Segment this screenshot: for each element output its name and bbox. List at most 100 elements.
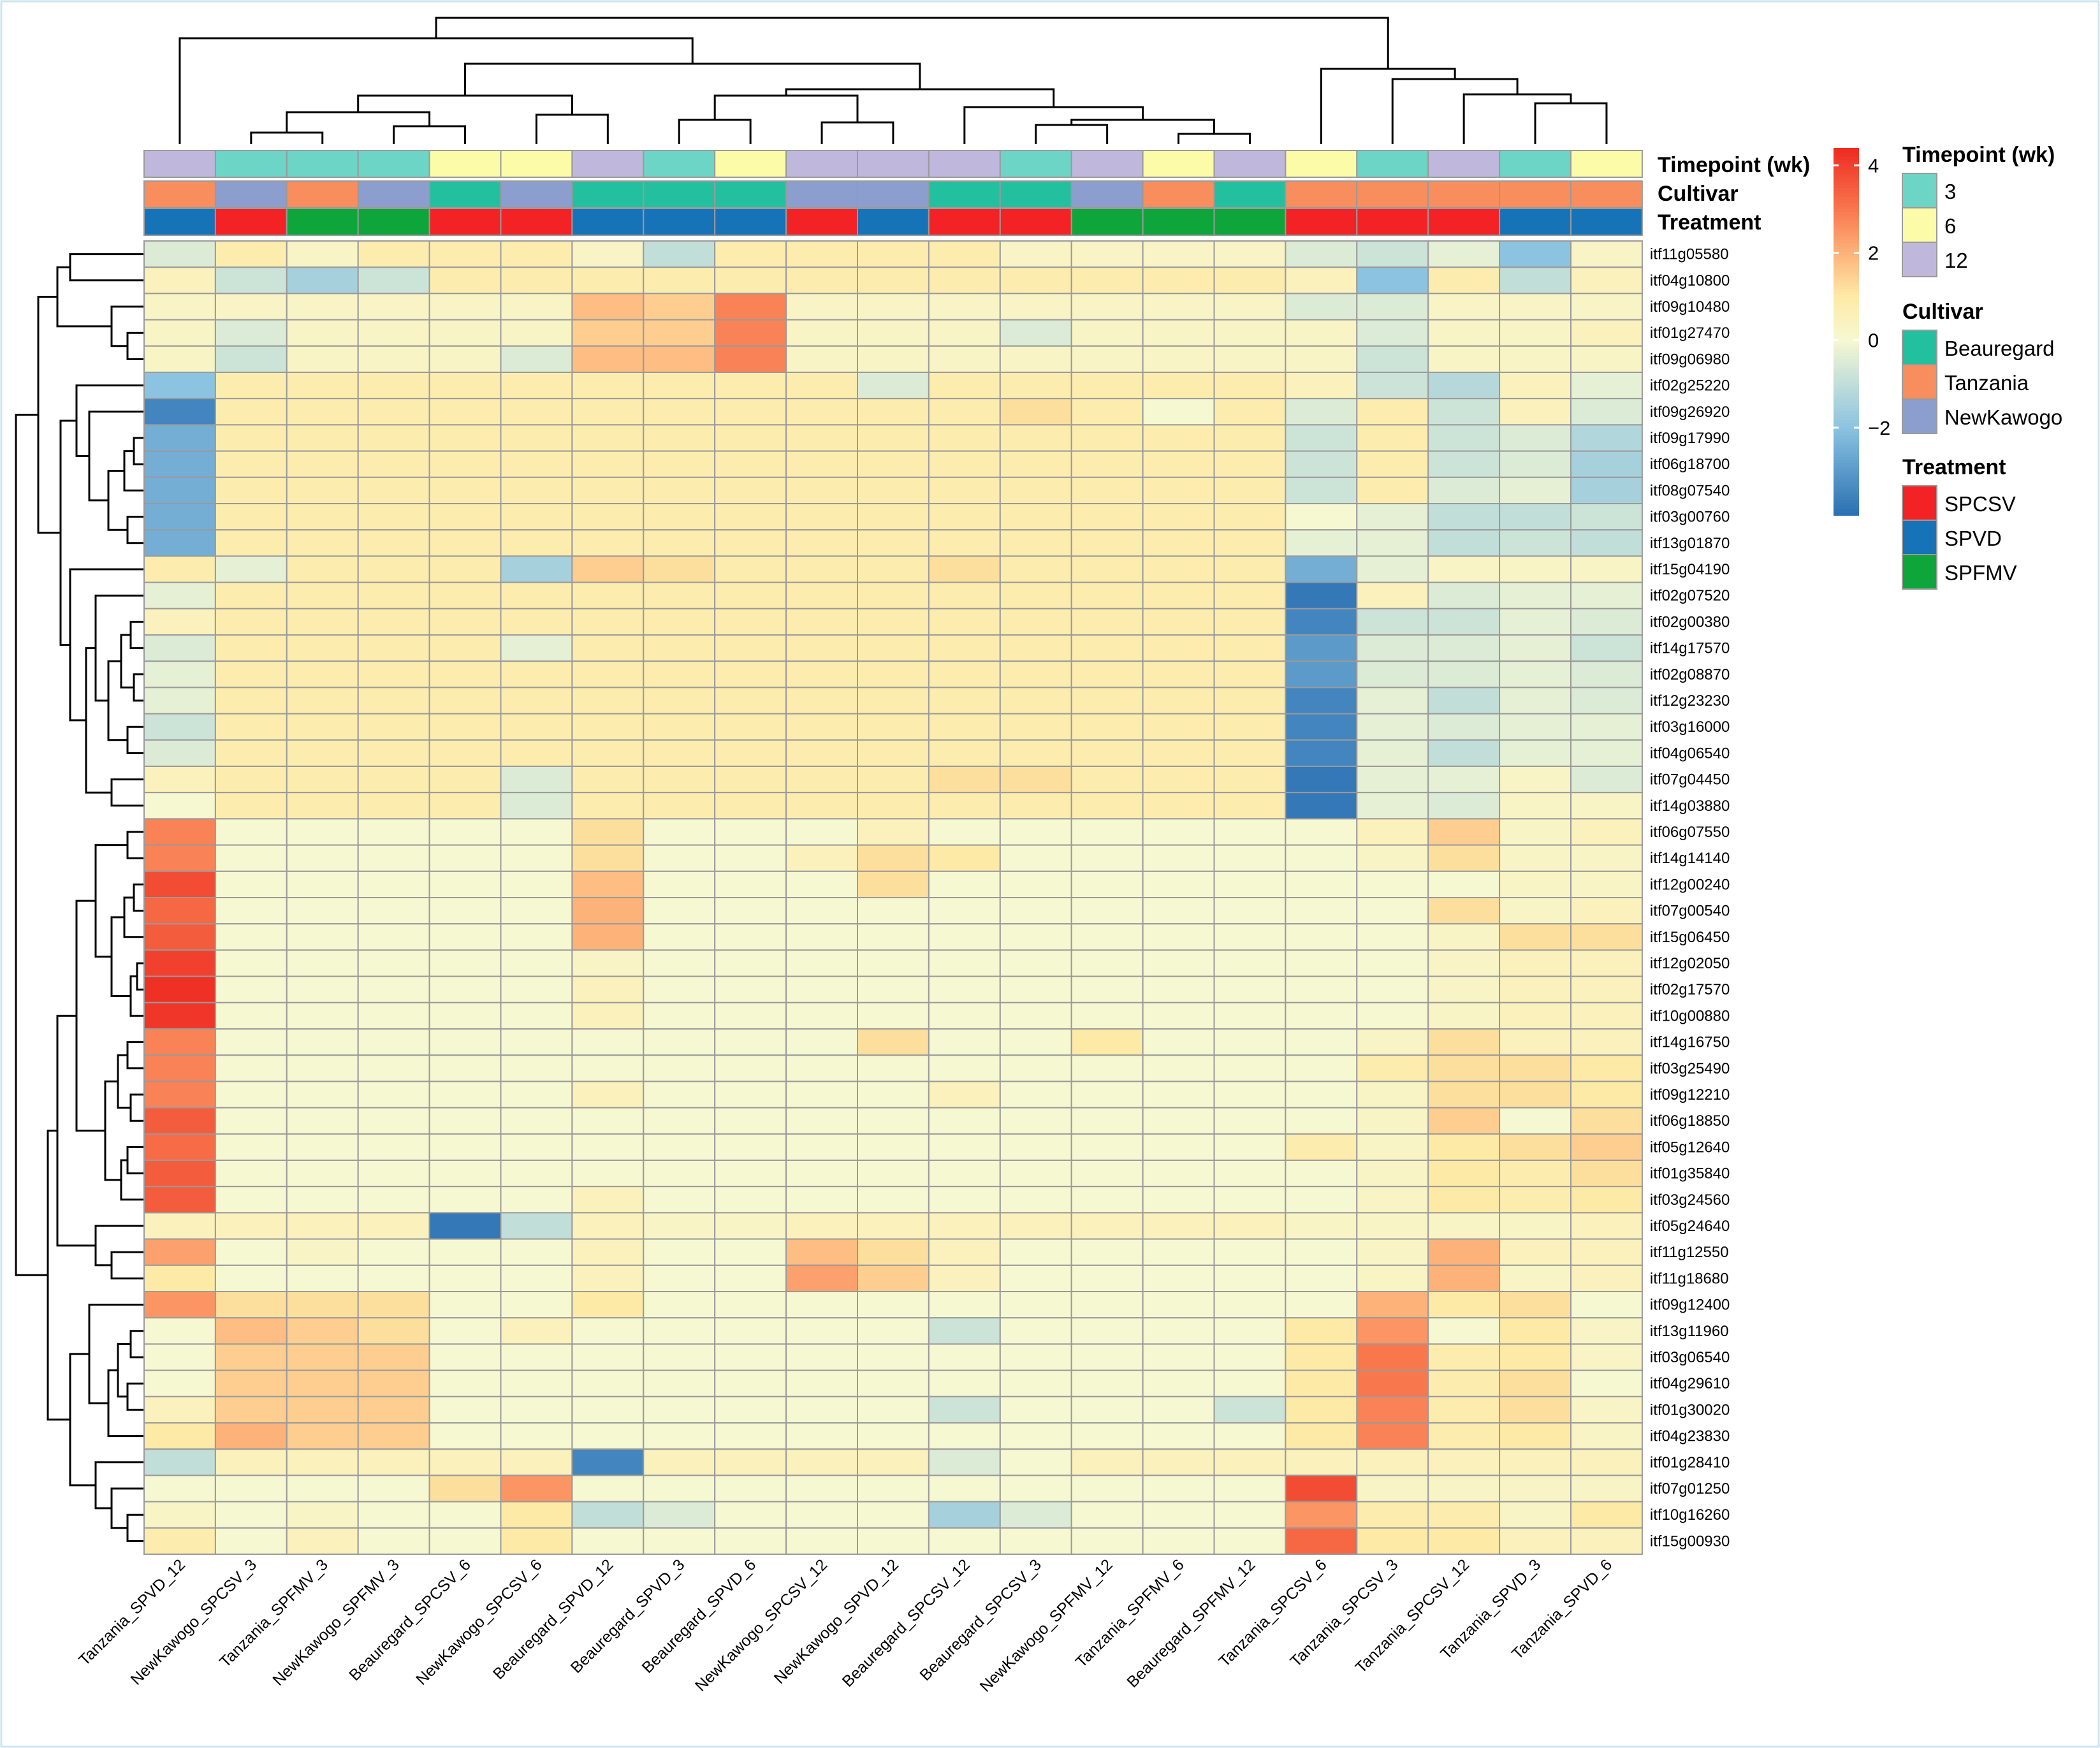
heat-cell-itf06g18700-Beauregard_SPFMV_12 [1213, 450, 1287, 478]
heat-cell-itf02g08870-Tanzania_SPFMV_3 [286, 660, 359, 688]
heat-cell-itf04g10800-Beauregard_SPCSV_3 [999, 266, 1072, 295]
heat-cell-itf14g14140-Tanzania_SPVD_6 [1570, 844, 1643, 872]
heat-cell-itf09g26920-NewKawogo_SPVD_12 [857, 398, 930, 426]
heat-cell-itf04g10800-Tanzania_SPCSV_12 [1427, 266, 1501, 295]
timepoint-cell-Tanzania_SPVD_3 [1499, 150, 1572, 178]
heat-cell-itf10g16260-Beauregard_SPFMV_12 [1213, 1501, 1287, 1529]
heat-cell-itf04g06540-Beauregard_SPVD_6 [714, 739, 787, 768]
heat-cell-itf06g18700-Tanzania_SPFMV_3 [286, 450, 359, 478]
heat-cell-itf08g07540-Tanzania_SPCSV_6 [1285, 476, 1358, 504]
heat-cell-itf12g02050-NewKawogo_SPVD_12 [857, 949, 930, 977]
heat-cell-itf10g16260-Tanzania_SPCSV_3 [1356, 1501, 1429, 1529]
heat-cell-itf09g17990-NewKawogo_SPCSV_6 [500, 424, 573, 452]
heat-cell-itf04g06540-Beauregard_SPCSV_6 [428, 739, 502, 768]
heat-cell-itf01g28410-Tanzania_SPFMV_6 [1142, 1448, 1215, 1476]
heat-cell-itf09g12210-NewKawogo_SPFMV_3 [357, 1081, 430, 1109]
heat-cell-itf03g16000-NewKawogo_SPCSV_6 [500, 713, 573, 741]
heat-cell-itf08g07540-Tanzania_SPFMV_6 [1142, 476, 1215, 504]
heat-cell-itf03g06540-Tanzania_SPVD_12 [143, 1343, 216, 1371]
heat-cell-itf14g14140-Tanzania_SPVD_12 [143, 844, 216, 872]
heat-cell-itf02g07520-Tanzania_SPCSV_6 [1285, 581, 1358, 609]
heat-cell-itf04g06540-Beauregard_SPCSV_12 [928, 739, 1001, 768]
heat-cell-itf14g16750-NewKawogo_SPFMV_12 [1070, 1028, 1144, 1056]
heat-cell-itf02g17570-Beauregard_SPCSV_3 [999, 975, 1072, 1003]
heat-cell-itf15g06450-Beauregard_SPVD_6 [714, 923, 787, 951]
cultivar-cell-Tanzania_SPVD_12 [143, 180, 216, 208]
heat-cell-itf01g27470-Beauregard_SPVD_6 [714, 319, 787, 347]
heat-cell-itf01g27470-Tanzania_SPVD_12 [143, 319, 216, 347]
heat-cell-itf03g16000-NewKawogo_SPCSV_3 [214, 713, 288, 741]
heat-cell-itf10g00880-Beauregard_SPVD_6 [714, 1001, 787, 1030]
heat-cell-itf09g12210-NewKawogo_SPVD_12 [857, 1081, 930, 1109]
colorbar-tick-label: 4 [1868, 154, 1879, 177]
heat-cell-itf04g29610-Beauregard_SPVD_3 [643, 1369, 716, 1397]
heat-cell-itf04g29610-Tanzania_SPCSV_12 [1427, 1369, 1501, 1397]
heat-cell-itf15g04190-NewKawogo_SPFMV_12 [1070, 555, 1144, 583]
colorbar-segment [1834, 448, 1859, 452]
heat-cell-itf12g02050-Tanzania_SPFMV_6 [1142, 949, 1215, 977]
heat-cell-itf12g00240-Beauregard_SPVD_12 [571, 870, 645, 899]
heat-cell-itf11g05580-Tanzania_SPVD_12 [143, 240, 216, 268]
heat-cell-itf02g17570-Tanzania_SPVD_12 [143, 975, 216, 1003]
heat-cell-itf09g17990-NewKawogo_SPCSV_12 [785, 424, 858, 452]
heat-cell-itf03g16000-NewKawogo_SPFMV_3 [357, 713, 430, 741]
colorbar-segment [1834, 383, 1859, 388]
heat-cell-itf03g06540-Tanzania_SPVD_3 [1499, 1343, 1572, 1371]
treatment-cell-Beauregard_SPVD_3 [643, 208, 716, 236]
heat-cell-itf03g25490-Tanzania_SPFMV_3 [286, 1054, 359, 1082]
heat-cell-itf12g23230-Tanzania_SPFMV_3 [286, 687, 359, 715]
heat-cell-itf07g00540-Tanzania_SPFMV_3 [286, 897, 359, 925]
heat-cell-itf15g04190-Tanzania_SPVD_3 [1499, 555, 1572, 583]
heat-cell-itf01g27470-Beauregard_SPFMV_12 [1213, 319, 1287, 347]
heat-cell-itf01g35840-Beauregard_SPCSV_6 [428, 1160, 502, 1188]
heat-cell-itf01g28410-Tanzania_SPVD_3 [1499, 1448, 1572, 1476]
heat-cell-itf05g24640-NewKawogo_SPVD_12 [857, 1212, 930, 1240]
heat-cell-itf07g01250-Tanzania_SPFMV_6 [1142, 1475, 1215, 1503]
heat-cell-itf07g00540-NewKawogo_SPFMV_3 [357, 897, 430, 925]
heat-cell-itf03g00760-NewKawogo_SPFMV_12 [1070, 503, 1144, 531]
heat-cell-itf03g06540-Tanzania_SPVD_6 [1570, 1343, 1643, 1371]
heat-cell-itf03g16000-Tanzania_SPFMV_6 [1142, 713, 1215, 741]
heat-cell-itf02g00380-Beauregard_SPCSV_6 [428, 608, 502, 636]
heat-cell-itf09g17990-Tanzania_SPVD_6 [1570, 424, 1643, 452]
heat-cell-itf11g05580-NewKawogo_SPCSV_6 [500, 240, 573, 268]
heat-cell-itf08g07540-Tanzania_SPVD_12 [143, 476, 216, 504]
heat-cell-itf07g04450-Beauregard_SPVD_3 [643, 766, 716, 794]
heat-cell-itf06g07550-Beauregard_SPCSV_6 [428, 818, 502, 846]
heat-cell-itf01g27470-NewKawogo_SPCSV_6 [500, 319, 573, 347]
heat-cell-itf12g00240-Beauregard_SPCSV_12 [928, 870, 1001, 899]
heat-cell-itf14g03880-NewKawogo_SPCSV_12 [785, 792, 858, 820]
heat-cell-itf06g07550-Tanzania_SPFMV_3 [286, 818, 359, 846]
heat-cell-itf13g01870-NewKawogo_SPCSV_12 [785, 529, 858, 557]
heat-cell-itf11g12550-Beauregard_SPCSV_6 [428, 1238, 502, 1266]
treatment-cell-Tanzania_SPCSV_6 [1285, 208, 1358, 236]
heat-cell-itf02g07520-Tanzania_SPCSV_3 [1356, 581, 1429, 609]
timepoint-cell-Tanzania_SPVD_6 [1570, 150, 1643, 178]
heat-cell-itf09g10480-Tanzania_SPCSV_12 [1427, 293, 1501, 321]
heat-cell-itf09g10480-Beauregard_SPCSV_6 [428, 293, 502, 321]
heat-cell-itf10g00880-Tanzania_SPFMV_3 [286, 1001, 359, 1030]
heat-cell-itf11g12550-Tanzania_SPVD_3 [1499, 1238, 1572, 1266]
colorbar-segment [1834, 178, 1859, 182]
heat-cell-itf14g14140-Tanzania_SPFMV_3 [286, 844, 359, 872]
heat-cell-itf01g35840-NewKawogo_SPFMV_3 [357, 1160, 430, 1188]
heat-cell-itf14g16750-Beauregard_SPFMV_12 [1213, 1028, 1287, 1056]
heat-cell-itf12g02050-Beauregard_SPVD_6 [714, 949, 787, 977]
row-label-itf14g16750: itf14g16750 [1650, 1034, 1730, 1051]
heat-cell-itf06g07550-Tanzania_SPCSV_6 [1285, 818, 1358, 846]
heat-cell-itf07g00540-Beauregard_SPVD_3 [643, 897, 716, 925]
heat-cell-itf09g10480-Tanzania_SPFMV_6 [1142, 293, 1215, 321]
heat-cell-itf01g35840-NewKawogo_SPCSV_12 [785, 1160, 858, 1188]
heat-cell-itf13g11960-NewKawogo_SPCSV_3 [214, 1317, 288, 1345]
heat-cell-itf11g05580-Tanzania_SPCSV_3 [1356, 240, 1429, 268]
colorbar-segment [1834, 393, 1859, 397]
heat-cell-itf07g01250-Beauregard_SPVD_3 [643, 1475, 716, 1503]
heat-cell-itf01g28410-Tanzania_SPCSV_3 [1356, 1448, 1429, 1476]
heat-cell-itf12g00240-Tanzania_SPCSV_6 [1285, 870, 1358, 899]
colorbar-segment [1834, 454, 1859, 458]
heat-cell-itf03g25490-Beauregard_SPVD_12 [571, 1054, 645, 1082]
heat-cell-itf09g10480-NewKawogo_SPCSV_12 [785, 293, 858, 321]
legend-label-timepoint-12: 12 [1944, 249, 1968, 272]
heat-cell-itf06g18700-NewKawogo_SPCSV_12 [785, 450, 858, 478]
cultivar-cell-Beauregard_SPVD_6 [714, 180, 787, 208]
